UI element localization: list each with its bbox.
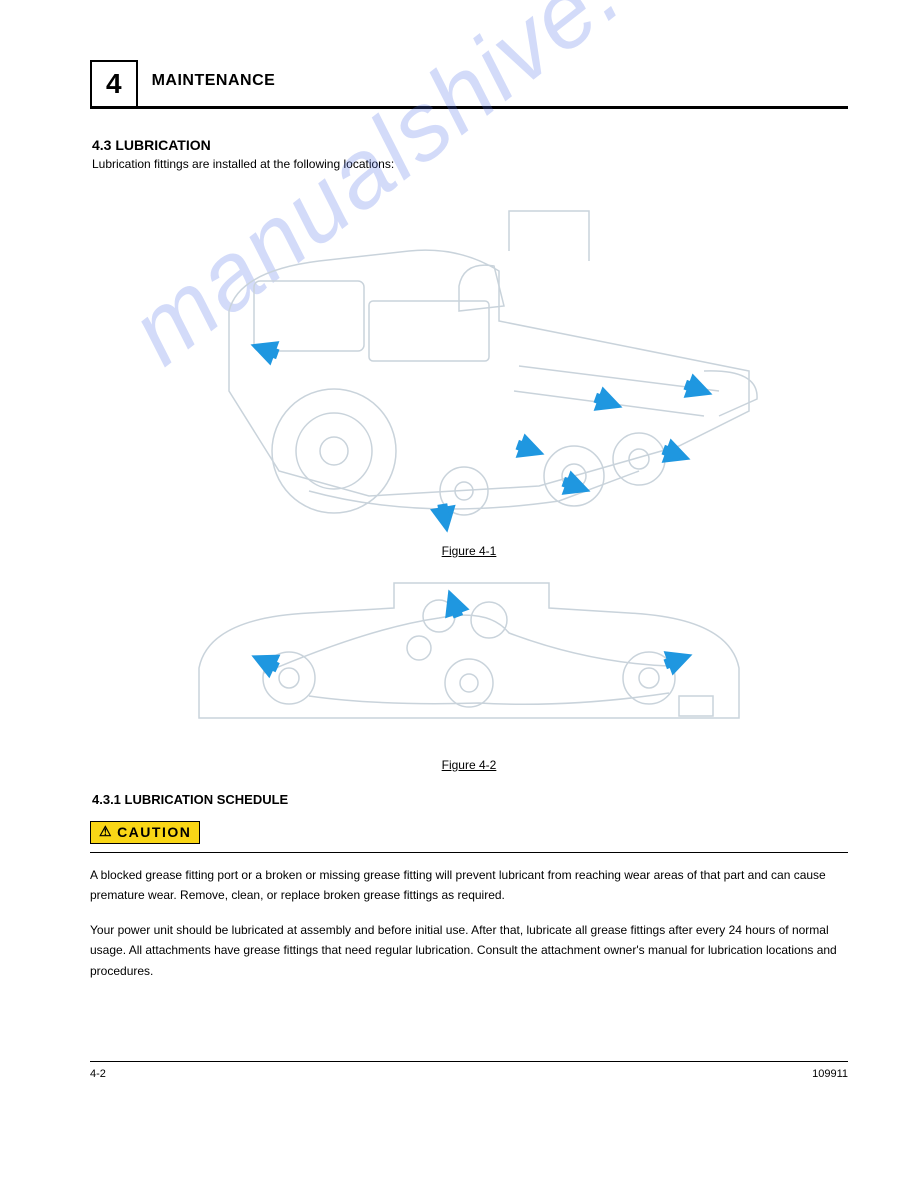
caution-badge: ⚠CAUTION <box>90 821 200 844</box>
caution-label: CAUTION <box>117 824 191 840</box>
mower-outline <box>159 191 779 536</box>
footer-rule <box>90 1061 848 1062</box>
lubrication-heading: 4.3 LUBRICATION <box>92 137 848 153</box>
header-rule <box>90 106 848 109</box>
caution-paragraph-2: Your power unit should be lubricated at … <box>90 920 848 981</box>
figure-2 <box>189 578 749 748</box>
section-number: 4 <box>90 60 138 108</box>
figure-1-caption: Figure 4-1 <box>90 544 848 558</box>
schedule-heading: 4.3.1 LUBRICATION SCHEDULE <box>92 792 848 807</box>
figure-1 <box>159 191 779 536</box>
figure-2-caption: Figure 4-2 <box>90 758 848 772</box>
caution-rule <box>90 852 848 853</box>
footer-model-number: 109911 <box>812 1068 848 1080</box>
lubrication-intro: Lubrication fittings are installed at th… <box>92 157 848 171</box>
caution-paragraph-1: A blocked grease fitting port or a broke… <box>90 865 848 906</box>
section-header: 4 MAINTENANCE <box>90 60 848 108</box>
warning-triangle-icon: ⚠ <box>99 823 113 840</box>
page-footer: 4-2 109911 <box>90 1068 848 1080</box>
footer-page-number: 4-2 <box>90 1068 106 1080</box>
section-title: MAINTENANCE <box>152 60 276 90</box>
